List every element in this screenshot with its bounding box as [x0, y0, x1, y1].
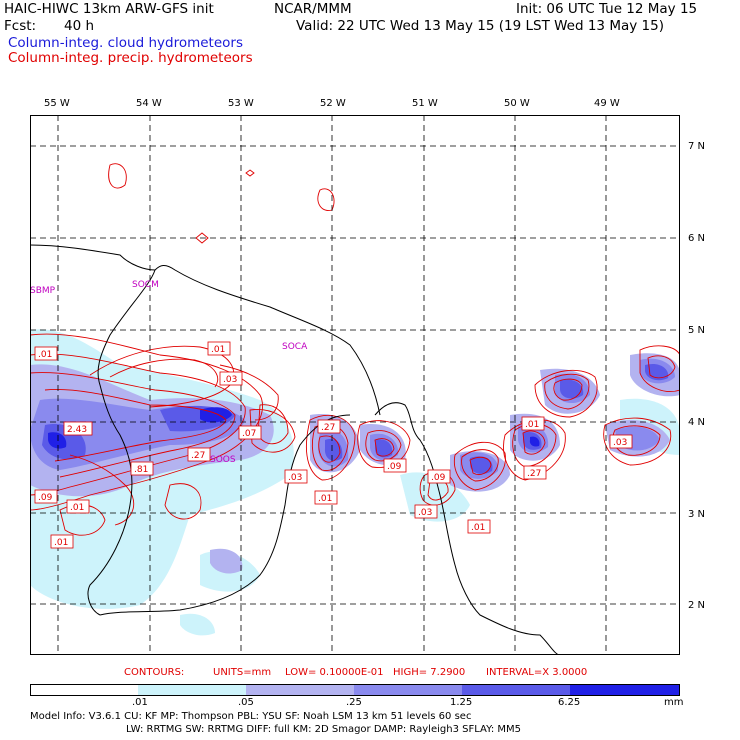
lon-label: 53 W — [228, 98, 254, 109]
contour-label: .27 — [187, 447, 211, 462]
lon-label: 55 W — [44, 98, 70, 109]
svg-text:.03: .03 — [288, 473, 302, 483]
lon-label: 49 W — [594, 98, 620, 109]
legend-precip-label: Column-integ. precip. hydrometeors — [8, 50, 253, 66]
coastline — [30, 244, 561, 655]
svg-text:.01: .01 — [38, 350, 52, 360]
legend-swatch — [462, 684, 570, 696]
contour-label: .27 — [317, 419, 341, 434]
legend-units-label: mm — [664, 697, 684, 708]
contour-label: .01 — [207, 341, 231, 356]
svg-text:2.43: 2.43 — [67, 425, 87, 435]
lat-label: 7 N — [688, 141, 706, 152]
contour-label: .03 — [609, 434, 633, 449]
color-legend — [30, 681, 680, 696]
lon-label: 51 W — [412, 98, 438, 109]
place-label-soos: SOOS — [210, 455, 236, 465]
svg-text:.81: .81 — [134, 465, 148, 475]
place-label-socm: SOCM — [132, 280, 159, 290]
legend-tick-label: .05 — [238, 697, 254, 708]
svg-text:.03: .03 — [613, 438, 627, 448]
legend-tick-label: 1.25 — [450, 697, 473, 708]
lon-label: 54 W — [136, 98, 162, 109]
contour-label: .01 — [521, 416, 545, 431]
svg-text:.27: .27 — [321, 423, 335, 433]
contour-label: .01 — [467, 519, 491, 534]
contours-label: CONTOURS: — [124, 667, 185, 678]
svg-text:.03: .03 — [418, 508, 432, 518]
contour-label: .03 — [414, 504, 438, 519]
lat-label: 5 N — [688, 325, 706, 336]
lon-label: 50 W — [504, 98, 530, 109]
contour-label: 2.43 — [63, 421, 93, 436]
valid-time: Valid: 22 UTC Wed 13 May 15 (19 LST Wed … — [296, 18, 664, 34]
init-time: Init: 06 UTC Tue 12 May 15 — [516, 1, 698, 17]
legend-tick-label: .01 — [132, 697, 148, 708]
contour-label: .07 — [238, 425, 262, 440]
legend-swatch — [246, 684, 354, 696]
svg-text:.27: .27 — [191, 451, 205, 461]
lat-label: 2 N — [688, 600, 706, 611]
contour-label: .01 — [50, 534, 74, 549]
svg-text:.01: .01 — [525, 420, 539, 430]
forecast-label: Fcst: — [4, 18, 37, 34]
contours-high: HIGH= 7.2900 — [393, 667, 466, 678]
contour-label: .03 — [219, 371, 243, 386]
svg-text:.27: .27 — [527, 469, 541, 479]
contours-interval: INTERVAL=X 3.0000 — [486, 667, 588, 678]
contour-label: .27 — [523, 465, 547, 480]
product-title: HAIC-HIWC 13km ARW-GFS init — [4, 1, 214, 17]
lat-label: 4 N — [688, 417, 706, 428]
contour-label: .09 — [383, 458, 407, 473]
lat-label: 3 N — [688, 509, 706, 520]
place-label-sbmp: SBMP — [30, 286, 56, 296]
svg-text:.09: .09 — [387, 462, 402, 472]
svg-text:.03: .03 — [223, 375, 237, 385]
map-panel: SBMP SOCM SOCA SOOS .01 .01 .03 2.43 .07… — [30, 115, 680, 655]
map-canvas: SBMP SOCM SOCA SOOS .01 .01 .03 2.43 .07… — [30, 115, 680, 655]
model-info-line1: Model Info: V3.6.1 CU: KF MP: Thompson P… — [30, 711, 472, 722]
institution-label: NCAR/MMM — [274, 1, 352, 17]
contours-units: UNITS=mm — [213, 667, 272, 678]
svg-text:.01: .01 — [471, 523, 485, 533]
lat-label: 6 N — [688, 233, 706, 244]
place-label-soca: SOCA — [282, 342, 308, 352]
svg-text:.07: .07 — [242, 429, 256, 439]
contour-label: .09 — [427, 469, 451, 484]
legend-bar — [30, 684, 680, 696]
legend-swatch — [30, 684, 138, 696]
contour-label: .01 — [314, 490, 338, 505]
contour-label: .09 — [34, 489, 58, 504]
svg-text:.09: .09 — [38, 493, 53, 503]
legend-tick-label: .25 — [346, 697, 362, 708]
svg-text:.09: .09 — [431, 473, 446, 483]
svg-text:.01: .01 — [54, 538, 68, 548]
place-labels: SBMP SOCM SOCA SOOS — [30, 280, 308, 465]
contour-label: .03 — [284, 469, 308, 484]
svg-text:.01: .01 — [318, 494, 332, 504]
contours-low: LOW= 0.10000E-01 — [285, 667, 384, 678]
contour-labels: .01 .01 .03 2.43 .07 .27 .81 .09 .01 .01… — [34, 341, 633, 549]
contour-label: .01 — [66, 499, 90, 514]
legend-swatch — [138, 684, 246, 696]
forecast-hour: 40 h — [64, 18, 95, 34]
contour-label: .81 — [130, 461, 154, 476]
lon-label: 52 W — [320, 98, 346, 109]
latlon-grid — [30, 115, 680, 655]
contour-label: .01 — [34, 346, 58, 361]
legend-cloud-label: Column-integ. cloud hydrometeors — [8, 35, 244, 51]
legend-tick-label: 6.25 — [558, 697, 581, 708]
svg-text:.01: .01 — [70, 503, 84, 513]
legend-swatch — [570, 684, 680, 696]
legend-swatch — [354, 684, 462, 696]
model-info-line2: LW: RRTMG SW: RRTMG DIFF: full KM: 2D Sm… — [126, 724, 522, 735]
map-frame — [30, 115, 680, 655]
svg-text:.01: .01 — [211, 345, 225, 355]
